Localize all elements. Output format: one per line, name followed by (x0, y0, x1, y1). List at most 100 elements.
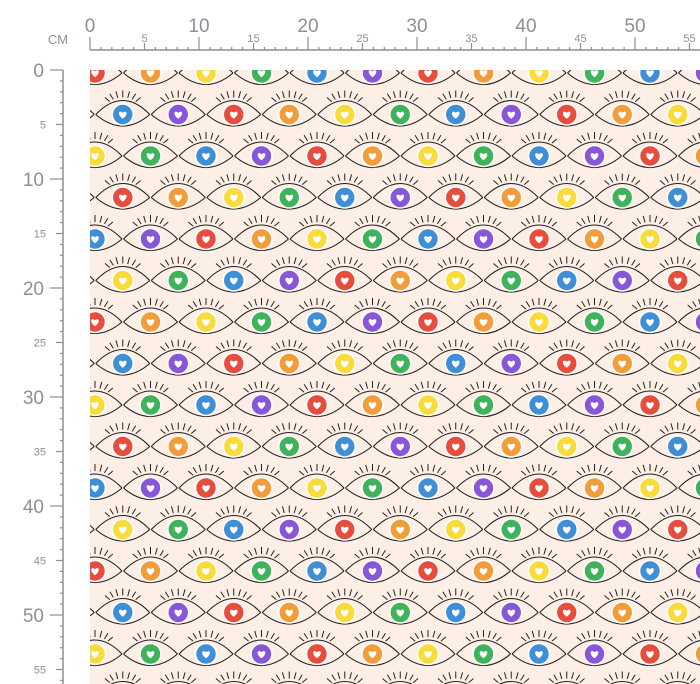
heart-eye-icon (400, 547, 456, 583)
heart-eye-icon (456, 630, 511, 666)
heart-eye-icon (123, 464, 178, 500)
left-ruler-major-label: 20 (23, 279, 44, 300)
top-ruler-ticks (89, 37, 691, 50)
heart-eye-icon (178, 547, 234, 583)
heart-eye-icon (90, 215, 123, 251)
heart-eye-icon (567, 464, 622, 500)
heart-eye-icon (567, 547, 622, 583)
heart-eye-icon (206, 422, 262, 459)
heart-eye-icon (317, 422, 373, 459)
heart-eye-icon (289, 70, 345, 85)
heart-eye-icon (150, 505, 206, 542)
heart-eye-icon (234, 132, 289, 168)
heart-eye-icon (622, 464, 678, 500)
heart-eye-icon (317, 505, 373, 542)
heart-eye-icon (511, 464, 567, 500)
heart-eye-icon (234, 298, 289, 334)
heart-eye-icon (567, 630, 622, 666)
heart-eye-icon (456, 464, 511, 500)
heart-eye-icon (289, 215, 345, 251)
heart-eye-icon (400, 630, 456, 666)
heart-eye-icon (483, 505, 539, 542)
heart-eye-icon (567, 70, 622, 85)
heart-eye-icon (289, 547, 345, 583)
heart-eye-icon (95, 422, 151, 459)
heart-eye-icon (271, 671, 308, 684)
left-ruler-minor-label: 55 (34, 665, 46, 677)
heart-eye-icon (90, 464, 123, 500)
heart-eye-icon (456, 70, 511, 85)
heart-eye-icon (511, 70, 567, 85)
heart-eye-icon (622, 215, 678, 251)
heart-eye-icon (539, 256, 595, 293)
left-ruler-minor-label: 5 (40, 120, 46, 132)
heart-eye-icon (90, 630, 123, 666)
heart-eye-icon (234, 215, 289, 251)
heart-eye-icon (345, 215, 400, 251)
left-ruler-major-label: 30 (23, 388, 44, 409)
heart-eye-icon (622, 132, 678, 168)
heart-eye-icon (372, 173, 428, 210)
heart-eye-icon (400, 70, 456, 85)
heart-eye-icon (261, 588, 317, 625)
heart-eye-icon (123, 132, 178, 168)
heart-eye-icon (678, 298, 700, 334)
heart-eye-icon (206, 90, 262, 127)
heart-eye-icon (261, 422, 317, 459)
heart-eye-icon (622, 70, 678, 85)
heart-eye-icon (456, 132, 511, 168)
top-ruler-minor-label: 15 (247, 33, 259, 45)
fabric-swatch (90, 70, 700, 684)
top-ruler-major-label: 30 (406, 16, 427, 37)
heart-eye-icon (567, 381, 622, 417)
heart-eye-icon (261, 256, 317, 293)
heart-eye-icon (326, 671, 363, 684)
heart-eye-icon (511, 381, 567, 417)
heart-eye-icon (345, 547, 400, 583)
heart-eye-icon (90, 381, 123, 417)
top-ruler-major-label: 40 (515, 16, 536, 37)
heart-eye-icon (428, 173, 484, 210)
heart-eye-icon (178, 298, 234, 334)
heart-eye-icon (511, 547, 567, 583)
heart-eye-icon (123, 70, 178, 85)
heart-eye-icon (90, 192, 95, 202)
heart-eye-icon (372, 90, 428, 127)
heart-eye-icon (95, 505, 151, 542)
heart-eye-icon (428, 422, 484, 459)
left-ruler-minor-label: 25 (34, 338, 46, 350)
top-ruler-major-label: 20 (297, 16, 318, 37)
heart-eye-icon (604, 671, 641, 684)
heart-eye-icon (289, 132, 345, 168)
heart-eye-icon (539, 588, 595, 625)
heart-eye-icon (345, 464, 400, 500)
heart-eye-icon (95, 588, 151, 625)
heart-eye-icon (123, 298, 178, 334)
heart-eye-icon (456, 381, 511, 417)
heart-eye-icon (483, 173, 539, 210)
heart-eye-icon (234, 381, 289, 417)
heart-eye-icon (95, 173, 151, 210)
heart-eye-icon (372, 422, 428, 459)
heart-eye-icon (317, 256, 373, 293)
heart-eye-icon (150, 256, 206, 293)
heart-eye-icon (150, 173, 206, 210)
heart-eye-icon (261, 339, 317, 376)
heart-eye-icon (123, 215, 178, 251)
heart-eye-icon (289, 630, 345, 666)
heart-eye-icon (400, 464, 456, 500)
heart-eye-icon (90, 547, 123, 583)
heart-eye-icon (594, 173, 650, 210)
heart-eye-icon (261, 90, 317, 127)
top-ruler-major-label: 50 (624, 16, 645, 37)
heart-eye-icon (456, 215, 511, 251)
heart-eye-icon (90, 358, 95, 368)
eye-pattern (90, 70, 700, 684)
heart-eye-icon (372, 256, 428, 293)
left-ruler-ticks (50, 69, 63, 682)
top-ruler-minor-label: 25 (356, 33, 368, 45)
heart-eye-icon (483, 339, 539, 376)
heart-eye-icon (95, 90, 151, 127)
